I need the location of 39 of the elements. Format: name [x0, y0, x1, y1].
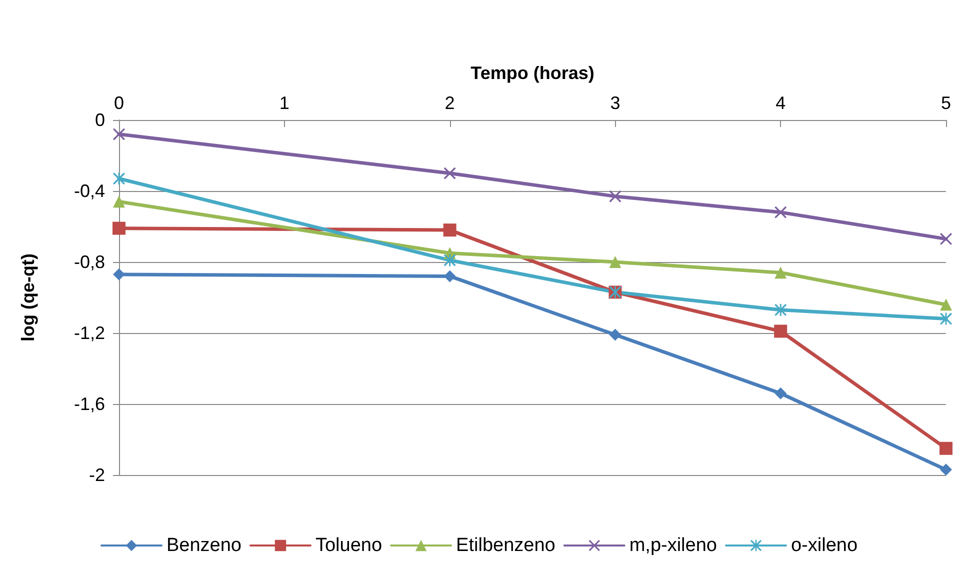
- y-tick-label: -1,2: [74, 323, 105, 343]
- y-tick-label: -1,6: [74, 394, 105, 414]
- legend-label: Benzeno: [166, 535, 242, 556]
- x-tick-label: 4: [776, 93, 786, 113]
- point: [940, 298, 952, 311]
- point: [113, 196, 125, 208]
- y-tick-label: 0: [94, 110, 105, 130]
- point: [609, 328, 622, 341]
- point: [774, 266, 787, 279]
- point: [940, 232, 952, 245]
- point: [940, 442, 952, 455]
- point: [443, 224, 456, 237]
- point: [444, 254, 456, 266]
- point: [774, 206, 787, 218]
- legend-label: Tolueno: [315, 535, 382, 556]
- point: [112, 222, 126, 235]
- legend-label: Etilbenzeno: [456, 535, 556, 556]
- point: [113, 128, 125, 140]
- legend-label: m,p-xileno: [629, 535, 717, 556]
- point: [609, 190, 622, 202]
- x-tick-label: 5: [940, 93, 952, 113]
- x-axis-title: Tempo (horas): [470, 63, 594, 83]
- x-tick-label: 0: [114, 93, 124, 113]
- point: [609, 256, 622, 268]
- y-tick-label: -0,4: [74, 181, 105, 201]
- x-tick-label: 3: [610, 93, 620, 113]
- y-tick-label: -0,8: [74, 252, 105, 272]
- y-tick-label: -2: [88, 465, 105, 485]
- point: [774, 304, 787, 316]
- point: [444, 167, 456, 180]
- point: [940, 464, 952, 476]
- point: [113, 172, 125, 185]
- legend-label: o-xileno: [790, 535, 858, 556]
- point: [774, 324, 788, 338]
- point: [774, 387, 787, 400]
- point: [113, 268, 125, 280]
- x-tick-label: 2: [444, 93, 455, 113]
- y-axis-title: log (qe-qt): [18, 254, 38, 342]
- x-tick-label: 1: [279, 93, 290, 113]
